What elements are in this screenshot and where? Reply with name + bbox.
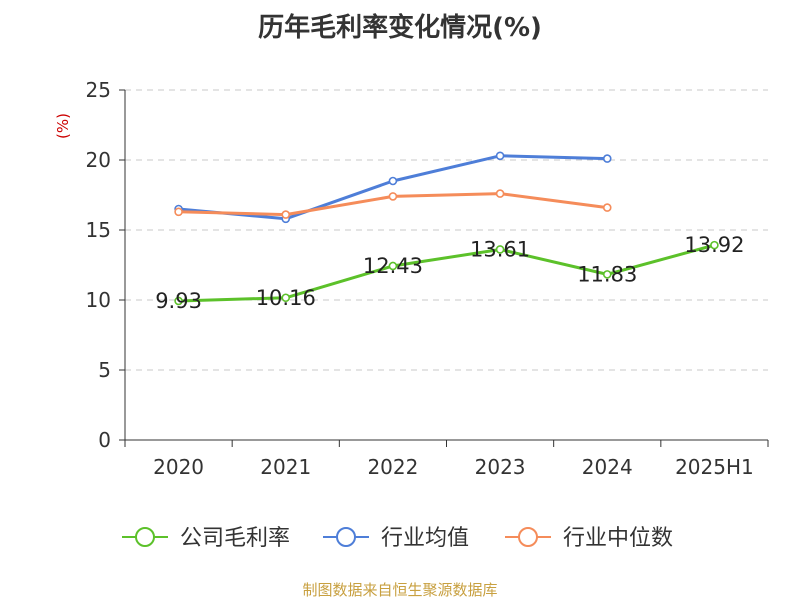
legend-item[interactable]: 公司毛利率 [122,526,290,551]
y-tick-label: 25 [86,78,111,102]
x-tick-label: 2022 [367,455,418,479]
legend-swatch-marker [135,527,155,547]
data-point [388,176,398,186]
y-tick-label: 20 [86,148,111,172]
data-label: 13.92 [684,233,744,257]
legend-item[interactable]: 行业中位数 [505,526,673,551]
data-label: 9.93 [155,289,202,313]
data-point [281,293,291,303]
y-axis-unit-label: (%) [54,113,72,139]
data-labels: 9.93 10.16 12.43 13.61 11.83 13.92 [155,233,744,313]
x-tick-label: 2020 [153,455,204,479]
legend-swatch-marker [518,527,538,547]
data-point [174,296,183,306]
data-point [388,261,398,271]
x-tick-label: 2024 [582,455,633,479]
chart-title: 历年毛利率变化情况(%) [258,12,542,43]
data-point [602,203,612,212]
series-line-0 [177,243,716,303]
data-point [495,151,505,161]
data-point [602,154,612,163]
y-tick-label: 10 [86,288,111,312]
x-tick-label: 2023 [475,455,526,479]
legend-label: 行业中位数 [563,526,673,551]
data-point [174,207,183,217]
data-point [495,245,505,254]
data-label: 11.83 [577,262,637,286]
legend: 公司毛利率 行业均值 行业中位数 [122,526,673,551]
data-label: 13.61 [470,237,530,261]
legend-label: 行业均值 [381,526,469,551]
series-lines [174,151,719,306]
axes: 0 5 10 15 20 25 2020 2021 2022 2023 2024 2025H1 [86,78,769,479]
x-tick-label: 2021 [260,455,311,479]
data-point [281,210,291,219]
y-tick-label: 5 [98,358,111,382]
legend-label: 公司毛利率 [180,526,290,551]
source-note: 制图数据来自恒生聚源数据库 [302,581,497,599]
data-point [602,270,612,279]
y-tick-label: 15 [86,218,111,242]
series-line-1 [177,154,609,221]
y-tick-label: 0 [98,428,111,452]
data-point [388,192,398,201]
x-tick-label: 2025H1 [675,455,754,479]
data-label: 10.16 [256,286,316,310]
legend-swatch-marker [336,527,356,547]
grid-lines [125,89,768,371]
data-point [495,189,505,198]
data-label: 12.43 [363,254,423,278]
data-point [710,240,719,250]
legend-item[interactable]: 行业均值 [323,526,469,551]
